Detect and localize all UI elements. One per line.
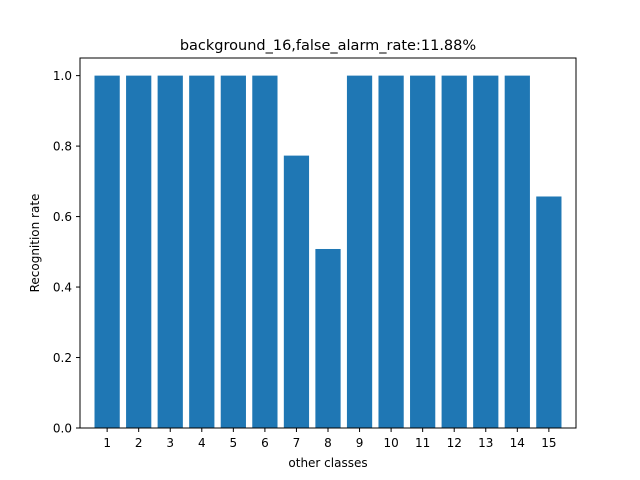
x-tick-label: 11: [415, 436, 430, 450]
bar-9: [346, 75, 373, 429]
x-axis-label: other classes: [288, 456, 367, 470]
y-tick-label: 0.6: [53, 210, 72, 224]
x-tick-label: 1: [103, 436, 111, 450]
bar-5: [220, 75, 246, 429]
x-tick-label: 15: [541, 436, 556, 450]
bar-12: [441, 75, 467, 429]
chart-title: background_16,false_alarm_rate:11.88%: [180, 38, 476, 54]
x-tick-label: 14: [510, 436, 525, 450]
bar-10: [378, 75, 404, 429]
bar-1: [94, 75, 120, 429]
bar-14: [504, 75, 530, 429]
y-tick-label: 1.0: [53, 69, 72, 83]
bar-7: [283, 155, 310, 429]
x-axis: 1 2 3 4 5 6 7 8 9 10 11 12 13 14 15: [103, 428, 557, 450]
x-tick-label: 5: [230, 436, 238, 450]
bar-11: [410, 75, 436, 429]
bars-group: [94, 75, 562, 429]
x-tick-label: 12: [447, 436, 462, 450]
y-axis-label: Recognition rate: [28, 194, 42, 293]
y-tick-label: 0.8: [53, 140, 72, 154]
bar-8: [315, 248, 341, 428]
x-tick-label: 7: [293, 436, 301, 450]
x-tick-label: 2: [135, 436, 143, 450]
x-tick-label: 4: [198, 436, 206, 450]
x-tick-label: 6: [261, 436, 269, 450]
y-tick-label: 0.2: [53, 351, 72, 365]
bar-13: [473, 75, 499, 429]
x-tick-label: 13: [478, 436, 493, 450]
bar-6: [252, 75, 278, 429]
y-tick-label: 0.4: [53, 281, 72, 295]
y-tick-label: 0.0: [53, 422, 72, 436]
x-tick-label: 8: [324, 436, 332, 450]
x-tick-label: 3: [166, 436, 174, 450]
y-axis: 0.0 0.2 0.4 0.6 0.8 1.0: [53, 69, 80, 436]
x-tick-label: 10: [383, 436, 398, 450]
bar-2: [126, 75, 152, 429]
bar-4: [189, 75, 215, 429]
bar-15: [536, 196, 562, 428]
bar-3: [157, 75, 183, 429]
x-tick-label: 9: [356, 436, 364, 450]
